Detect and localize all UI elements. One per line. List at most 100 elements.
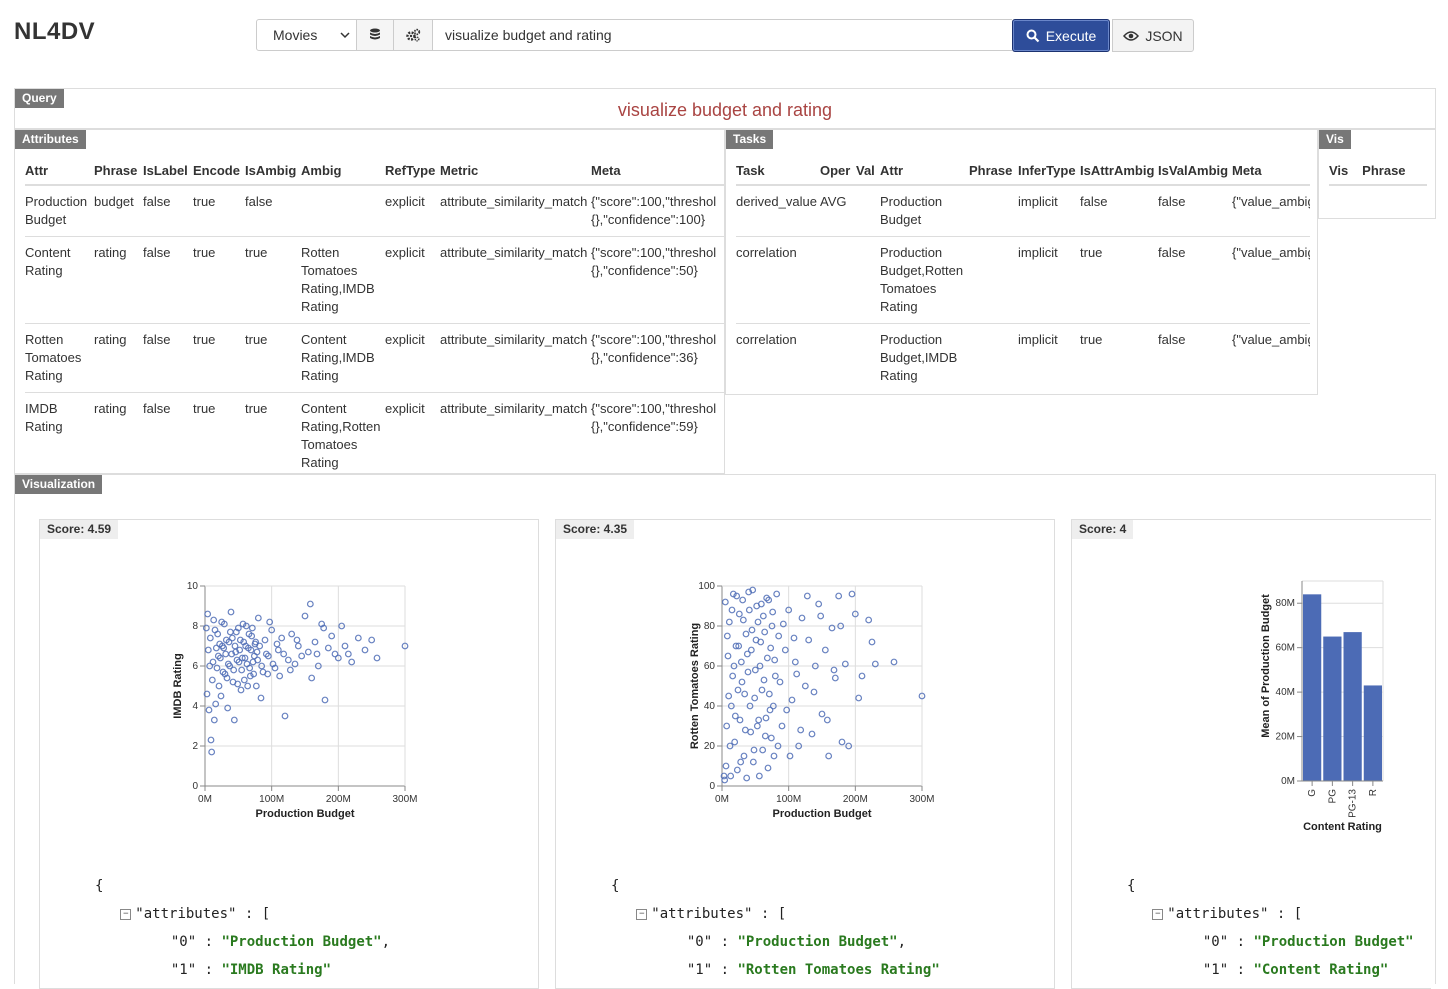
attr-cell-phrase: rating bbox=[94, 236, 143, 324]
scatter-point bbox=[368, 636, 376, 644]
table-row[interactable]: derived_value AVG Production Budget implici… bbox=[736, 184, 1310, 237]
query-tag: Query bbox=[15, 89, 64, 108]
score-badge: Score: 4 bbox=[1072, 520, 1134, 539]
scatter-point bbox=[746, 702, 754, 710]
table-row[interactable]: Rotten Tomatoes Rating rating false true tru… bbox=[25, 323, 725, 393]
task-col-header: Oper bbox=[820, 162, 851, 178]
vis-card-1[interactable]: Score: 4.59 0M 100M 200M 300M 0 2 4 6 8 10 Product… bbox=[39, 519, 539, 989]
attr-col-header: Encode bbox=[193, 162, 240, 178]
task-cell-attr: Production Budget,Rotten Tomatoes Rating bbox=[880, 236, 969, 324]
scatter-point bbox=[235, 658, 243, 666]
scatter-point bbox=[286, 666, 294, 674]
scatter-point bbox=[828, 624, 836, 632]
scatter-point bbox=[918, 692, 926, 700]
scatter-point bbox=[334, 654, 342, 662]
scatter-point bbox=[723, 632, 731, 640]
collapse-toggle-icon[interactable]: − bbox=[120, 908, 132, 920]
table-row[interactable]: IMDB Rating rating false true true Content Ra… bbox=[25, 392, 725, 479]
y-axis-title: Rotten Tomatoes Rating bbox=[689, 623, 701, 749]
task-cell-attr: Production Budget,IMDB Rating bbox=[880, 323, 969, 392]
scatter-point bbox=[761, 628, 769, 636]
query-input[interactable]: visualize budget and rating bbox=[432, 19, 1012, 51]
scatter-point bbox=[348, 658, 356, 666]
vis-tag: Vis bbox=[1319, 130, 1351, 149]
y-tick-label: 100 bbox=[698, 581, 715, 592]
task-cell-phrase bbox=[969, 323, 1018, 392]
scatter-point bbox=[768, 622, 776, 630]
database-button[interactable] bbox=[356, 19, 394, 51]
table-row[interactable]: Production Budget budget false true false exp… bbox=[25, 184, 725, 237]
tasks-tag: Tasks bbox=[726, 130, 774, 149]
scatter-point bbox=[810, 688, 818, 696]
execute-button[interactable]: Execute bbox=[1012, 19, 1110, 52]
attr-cell-reftype: explicit bbox=[385, 236, 440, 324]
scatter-point bbox=[779, 620, 787, 628]
scatter-point bbox=[241, 654, 249, 662]
scatter-point bbox=[240, 676, 248, 684]
plot-area: 0M 100M 200M 300M 0 20 40 60 80 100 Production Bud… bbox=[689, 581, 935, 820]
attr-cell-meta: {"score":100,"threshol {},"confidence":10… bbox=[591, 184, 725, 237]
task-cell-isvalambig: false bbox=[1158, 184, 1232, 237]
task-cell-oper: AVG bbox=[820, 184, 856, 237]
attr-cell-islabel: false bbox=[143, 392, 193, 479]
dataset-select[interactable]: Movies bbox=[256, 19, 357, 51]
scatter-point bbox=[759, 612, 767, 620]
scatter-point bbox=[733, 766, 741, 774]
scatter-point bbox=[259, 668, 267, 676]
json-button[interactable]: JSON bbox=[1112, 19, 1194, 52]
scatter-point bbox=[205, 706, 213, 714]
scatter-point bbox=[761, 732, 769, 740]
scatter-point bbox=[738, 678, 746, 686]
scatter-point bbox=[242, 622, 250, 630]
meta-line: {},"confidence":59} bbox=[591, 419, 698, 434]
table-row[interactable]: correlation Production Budget,IMDB Rating… bbox=[736, 323, 1310, 392]
scatter-point bbox=[765, 690, 773, 698]
task-cell-val bbox=[856, 184, 880, 237]
json-value: "Production Budget" bbox=[221, 934, 382, 950]
attr-cell-metric: attribute_similarity_match bbox=[440, 184, 591, 237]
scatter-point bbox=[250, 670, 258, 678]
scatter-point bbox=[298, 652, 306, 660]
x-axis-title: Content Rating bbox=[1303, 821, 1382, 833]
bar-chart-content-rating: 0M 20M 40M 60M 80M G PG PG-13 R Content Rating Mea… bbox=[1260, 580, 1384, 833]
app-title: NL4DV bbox=[14, 18, 96, 45]
scatter-point bbox=[743, 650, 751, 658]
scatter-point bbox=[744, 668, 752, 676]
attr-cell-islabel: false bbox=[143, 236, 193, 324]
task-cell-phrase bbox=[969, 184, 1018, 237]
scatter-point bbox=[786, 752, 794, 760]
scatter-point bbox=[311, 638, 319, 646]
settings-button[interactable] bbox=[393, 19, 433, 51]
vis-card-3[interactable]: Score: 4 0M 20M 40M 60M 80M G PG PG-13 R Content … bbox=[1071, 519, 1431, 989]
scatter-point bbox=[818, 710, 826, 718]
attr-col-header: IsLabel bbox=[143, 162, 188, 178]
scatter-point bbox=[729, 672, 737, 680]
scatter-point bbox=[735, 610, 743, 618]
scatter-point bbox=[749, 758, 757, 766]
table-row[interactable]: correlation Production Budget,Rotten Toma… bbox=[736, 236, 1310, 324]
x-tick-label: G bbox=[1307, 789, 1318, 797]
scatter-point bbox=[727, 702, 735, 710]
json-sep: : [ bbox=[236, 906, 271, 922]
y-tick-label: 8 bbox=[192, 621, 198, 632]
scatter-point bbox=[280, 650, 288, 658]
vis-col-vis: Vis bbox=[1329, 162, 1349, 178]
scatter-point bbox=[743, 774, 751, 782]
scatter-point bbox=[808, 730, 816, 738]
collapse-toggle-icon[interactable]: − bbox=[1152, 908, 1164, 920]
scatter-point bbox=[306, 600, 314, 608]
attr-cell-reftype: explicit bbox=[385, 323, 440, 393]
meta-line: {},"confidence":100} bbox=[591, 212, 706, 227]
bar bbox=[1343, 632, 1362, 781]
table-row[interactable]: Content Rating rating false true true Rotten … bbox=[25, 236, 725, 324]
scatter-point bbox=[401, 642, 409, 650]
vis-card-2[interactable]: Score: 4.35 0M 100M 200M 300M 0 20 40 60 80 100 Pr… bbox=[555, 519, 1055, 989]
attr-cell-phrase: budget bbox=[94, 184, 143, 237]
scatter-point bbox=[338, 622, 346, 630]
task-cell-task: derived_value bbox=[736, 184, 820, 237]
attr-col-header: Attr bbox=[25, 162, 49, 178]
collapse-toggle-icon[interactable]: − bbox=[636, 908, 648, 920]
scatter-point bbox=[276, 672, 284, 680]
cogs-icon bbox=[406, 28, 421, 42]
vis-table: Vis Phrase bbox=[1329, 156, 1427, 186]
